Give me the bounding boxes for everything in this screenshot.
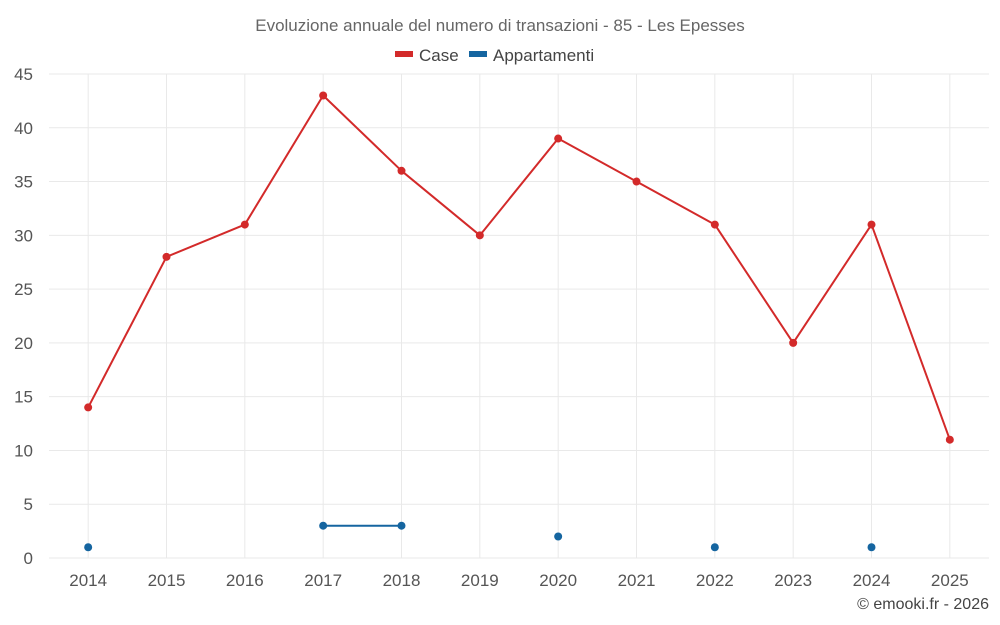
y-axis: 0 5 10 15 20 25 30 35 40 45 [14,65,33,568]
data-point-case[interactable] [397,166,406,175]
x-tick-label: 2025 [931,571,969,590]
y-tick-label: 5 [24,495,33,514]
x-tick-label: 2019 [461,571,499,590]
x-tick-label: 2017 [304,571,342,590]
x-tick-label: 2024 [853,571,891,590]
x-tick-label: 2018 [383,571,421,590]
legend-swatch-appartamenti [469,51,487,57]
data-point-case[interactable] [632,177,641,186]
y-tick-label: 40 [14,119,33,138]
data-point-case[interactable] [867,220,876,229]
grid [49,73,989,559]
legend-item-appartamenti[interactable]: Appartamenti [469,46,594,65]
data-point-case[interactable] [710,220,719,229]
x-tick-label: 2021 [618,571,656,590]
data-point-appartamenti[interactable] [554,532,563,541]
y-tick-label: 0 [24,549,33,568]
legend-label-case: Case [419,46,459,65]
y-tick-label: 15 [14,388,33,407]
y-tick-label: 30 [14,226,33,245]
y-tick-label: 35 [14,173,33,192]
y-tick-label: 20 [14,334,33,353]
x-tick-label: 2015 [148,571,186,590]
data-point-appartamenti[interactable] [710,543,719,552]
data-point-case[interactable] [162,252,171,261]
data-point-appartamenti[interactable] [867,543,876,552]
data-point-case[interactable] [789,338,798,347]
series-appartamenti [84,521,876,552]
legend-item-case[interactable]: Case [395,46,459,65]
data-point-case[interactable] [554,134,563,143]
data-point-case[interactable] [84,403,93,412]
data-point-case[interactable] [475,231,484,240]
legend: Case Appartamenti [395,46,594,65]
y-tick-label: 25 [14,280,33,299]
credit-text: © emooki.fr - 2026 [857,596,989,613]
legend-label-appartamenti: Appartamenti [493,46,594,65]
series-layer [84,91,954,552]
x-tick-label: 2023 [774,571,812,590]
data-point-appartamenti[interactable] [397,521,406,530]
data-point-case[interactable] [945,435,954,444]
chart-title: Evoluzione annuale del numero di transaz… [255,16,745,35]
data-point-appartamenti[interactable] [319,521,328,530]
x-tick-label: 2016 [226,571,264,590]
x-tick-label: 2022 [696,571,734,590]
data-point-case[interactable] [319,91,328,100]
data-point-appartamenti[interactable] [84,543,93,552]
x-tick-label: 2020 [539,571,577,590]
x-axis: 2014 2015 2016 2017 2018 2019 2020 2021 2022 2023… [69,571,968,590]
data-point-case[interactable] [240,220,249,229]
legend-swatch-case [395,51,413,57]
series-case [84,91,954,444]
series-line-case [87,94,951,441]
x-tick-label: 2014 [69,571,107,590]
y-tick-label: 45 [14,65,33,84]
y-tick-label: 10 [14,441,33,460]
